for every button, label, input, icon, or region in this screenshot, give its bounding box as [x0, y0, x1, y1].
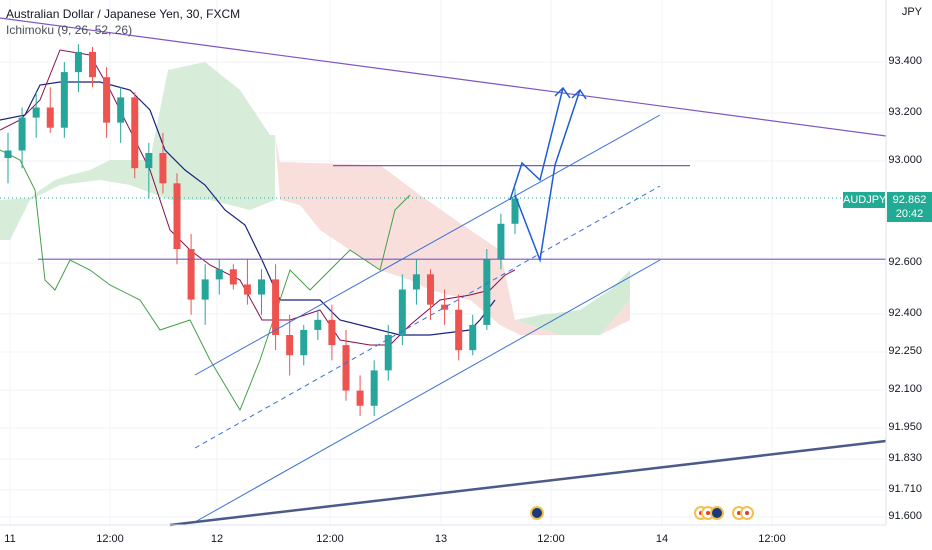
symbol-title: Australian Dollar / Japanese Yen, 30, FX…: [6, 7, 241, 21]
candle-body: [173, 183, 181, 250]
candle-body: [342, 345, 350, 391]
kumo-bullish-future: [515, 270, 630, 335]
candle-body: [258, 279, 265, 295]
last-price-badge: 92.862: [887, 192, 932, 208]
time-tick-label: 12: [210, 533, 224, 545]
price-tick-label: 92.100: [888, 383, 922, 395]
kijun-sen: [0, 81, 496, 336]
chikou-span: [0, 149, 411, 412]
candle-body: [412, 274, 420, 290]
time-tick-label: 13: [434, 533, 448, 545]
projection-path-a: [514, 89, 581, 263]
candle-body: [441, 304, 449, 310]
candle-body: [497, 223, 505, 260]
trend-drawings: [0, 17, 887, 527]
candle-body: [74, 51, 82, 73]
candle-body: [370, 370, 378, 406]
au-flag-icon[interactable]: [710, 506, 724, 520]
projection-path-b: [509, 87, 564, 201]
candles: [4, 44, 519, 416]
candle-body: [300, 329, 308, 356]
time-tick-label: 12:00: [96, 533, 124, 545]
candle-body: [32, 107, 40, 118]
long-term-support-line: [169, 439, 887, 527]
channel-upper-line: [194, 114, 661, 376]
candle-body: [328, 319, 336, 346]
candle-body: [103, 77, 111, 123]
price-tick-label: 91.950: [888, 421, 922, 433]
candle-body: [89, 51, 96, 78]
chart-grid: [0, 0, 886, 525]
price-tick-label: 93.400: [888, 55, 922, 67]
candle-body: [60, 72, 68, 128]
candle-body: [483, 259, 491, 325]
ichimoku-cloud: [0, 62, 630, 335]
calendar-event-icon[interactable]: [740, 506, 754, 520]
candle-body: [131, 97, 139, 169]
candle-body: [229, 269, 237, 285]
candle-body: [356, 390, 364, 406]
time-tick-label: 14: [655, 533, 669, 545]
channel-mid-line: [194, 185, 661, 449]
candle-body: [187, 249, 195, 300]
price-tick-label: 92.400: [888, 307, 922, 319]
time-tick-label: 12:00: [537, 533, 565, 545]
candle-body: [215, 269, 223, 280]
candle-body: [18, 117, 26, 151]
kumo-bearish: [275, 135, 630, 335]
price-tick-label: 92.600: [888, 256, 922, 268]
candle-body: [427, 274, 434, 305]
candle-body: [159, 153, 167, 184]
price-tick-label: 92.250: [888, 345, 922, 357]
au-flag-icon[interactable]: [530, 506, 544, 520]
kumo-bullish: [0, 62, 275, 240]
indicator-label: Ichimoku (9, 26, 52, 26): [6, 23, 133, 37]
candle-body: [272, 279, 280, 335]
time-tick-label: 11: [4, 533, 16, 545]
price-tick-label: 91.600: [888, 510, 922, 522]
candle-body: [314, 319, 322, 330]
candle-body: [201, 279, 209, 300]
candle-body: [117, 97, 125, 123]
chart-legend: Australian Dollar / Japanese Yen, 30, FX…: [6, 6, 240, 38]
channel-lower-line: [194, 259, 661, 523]
candle-body: [384, 335, 392, 371]
projection-arrowhead-a: [554, 86, 571, 99]
candle-body: [398, 289, 406, 335]
candle-body: [286, 335, 294, 356]
bar-countdown-badge: 20:42: [887, 206, 932, 222]
symbol-badge: AUDJPY: [843, 192, 887, 208]
candle-body: [511, 198, 519, 224]
candle-body: [243, 284, 251, 295]
candle-body: [145, 153, 153, 169]
time-tick-label: 12:00: [316, 533, 344, 545]
candle-body: [455, 309, 463, 351]
descending-resistance-line: [0, 17, 887, 137]
projection-arrowhead-b: [571, 88, 587, 100]
price-tick-label: 93.000: [888, 154, 922, 166]
price-tick-label: 93.200: [888, 106, 922, 118]
candle-body: [46, 107, 54, 128]
price-tick-label: 91.710: [888, 483, 922, 495]
time-tick-label: 12:00: [758, 533, 786, 545]
price-tick-label: 91.830: [888, 452, 922, 464]
currency-label: JPY: [901, 6, 922, 18]
candle-body: [469, 324, 477, 351]
candle-body: [4, 150, 12, 159]
